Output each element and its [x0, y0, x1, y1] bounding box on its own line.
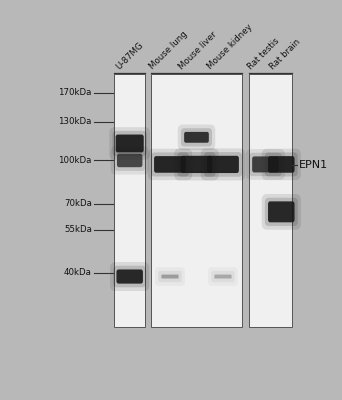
FancyBboxPatch shape — [262, 149, 301, 180]
FancyBboxPatch shape — [268, 156, 294, 173]
Text: EPN1: EPN1 — [299, 160, 328, 170]
Text: 130kDa: 130kDa — [58, 118, 92, 126]
FancyBboxPatch shape — [249, 153, 282, 176]
Text: Rat brain: Rat brain — [268, 37, 302, 71]
FancyBboxPatch shape — [114, 74, 145, 327]
FancyBboxPatch shape — [114, 150, 146, 171]
Text: 70kDa: 70kDa — [64, 199, 92, 208]
FancyBboxPatch shape — [268, 201, 294, 222]
FancyBboxPatch shape — [158, 271, 182, 282]
FancyBboxPatch shape — [181, 128, 212, 146]
FancyBboxPatch shape — [152, 74, 241, 327]
Text: U-87MG: U-87MG — [115, 40, 145, 71]
FancyBboxPatch shape — [246, 149, 285, 180]
FancyBboxPatch shape — [252, 156, 279, 172]
FancyBboxPatch shape — [214, 274, 232, 278]
FancyBboxPatch shape — [178, 124, 215, 150]
FancyBboxPatch shape — [177, 152, 215, 177]
Text: Rat testis: Rat testis — [246, 36, 281, 71]
FancyBboxPatch shape — [110, 262, 149, 291]
FancyBboxPatch shape — [151, 152, 189, 176]
FancyBboxPatch shape — [201, 148, 245, 180]
FancyBboxPatch shape — [184, 132, 209, 143]
FancyBboxPatch shape — [155, 267, 185, 286]
FancyBboxPatch shape — [161, 274, 179, 278]
FancyBboxPatch shape — [207, 156, 239, 173]
Text: Mouse lung: Mouse lung — [148, 30, 189, 71]
FancyBboxPatch shape — [109, 127, 150, 160]
Text: Mouse kidney: Mouse kidney — [206, 22, 255, 71]
FancyBboxPatch shape — [208, 267, 238, 286]
FancyBboxPatch shape — [117, 154, 142, 167]
FancyBboxPatch shape — [174, 148, 219, 180]
FancyBboxPatch shape — [204, 152, 242, 177]
FancyBboxPatch shape — [265, 152, 298, 176]
FancyBboxPatch shape — [265, 198, 298, 226]
FancyBboxPatch shape — [211, 271, 235, 282]
Text: 40kDa: 40kDa — [64, 268, 92, 277]
Text: Mouse liver: Mouse liver — [177, 30, 218, 71]
FancyBboxPatch shape — [113, 266, 146, 287]
FancyBboxPatch shape — [116, 134, 144, 152]
FancyBboxPatch shape — [148, 149, 192, 180]
FancyBboxPatch shape — [249, 74, 292, 327]
FancyBboxPatch shape — [113, 131, 147, 156]
FancyBboxPatch shape — [181, 156, 212, 173]
FancyBboxPatch shape — [110, 146, 149, 174]
Text: 170kDa: 170kDa — [58, 88, 92, 97]
FancyBboxPatch shape — [116, 270, 143, 284]
FancyBboxPatch shape — [154, 156, 186, 173]
FancyBboxPatch shape — [262, 194, 301, 230]
Text: 55kDa: 55kDa — [64, 225, 92, 234]
Text: 100kDa: 100kDa — [58, 156, 92, 165]
